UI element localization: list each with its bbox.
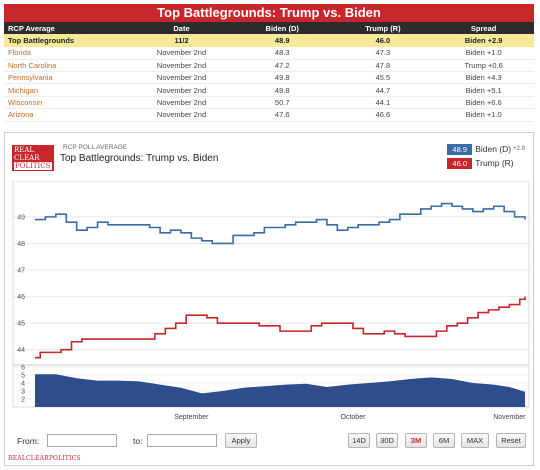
y-tick-label: 46: [17, 294, 25, 301]
state-date: November 2nd: [131, 59, 232, 73]
state-date: November 2nd: [131, 71, 232, 85]
range-14d-button[interactable]: 14D: [348, 433, 370, 448]
biden-line: [35, 202, 526, 245]
state-biden: 47.6: [231, 108, 333, 122]
y-tick-label: 48: [17, 241, 25, 248]
table-row: Arizona November 2nd 47.6 46.6 Biden +1.…: [4, 108, 534, 122]
legend-biden-label: Biden (D): [475, 144, 512, 154]
battleground-table: Top Battlegrounds: Trump vs. Biden RCP A…: [4, 4, 534, 122]
logo-line-2: CLEAR: [14, 154, 40, 162]
state-biden: 50.7: [231, 96, 333, 110]
spread-tick-label: 6: [21, 365, 25, 372]
state-name-link[interactable]: North Carolina: [4, 59, 132, 73]
table-row: Wisconsin November 2nd 50.7 44.1 Biden +…: [4, 96, 534, 110]
spread-tick-label: 5: [21, 373, 25, 380]
y-tick-label: 47: [17, 268, 25, 275]
state-date: November 2nd: [131, 108, 232, 122]
legend-trump-label: Trump (R): [475, 158, 514, 168]
state-date: November 2nd: [131, 83, 232, 97]
range-max-button[interactable]: MAX: [461, 433, 489, 448]
average-biden: 48.9: [231, 34, 333, 47]
spread-tick-label: 3: [21, 389, 25, 396]
header-date: Date: [131, 22, 232, 35]
to-date-input[interactable]: [147, 434, 217, 447]
average-trump: 46.0: [332, 34, 434, 47]
table-row: Florida November 2nd 48.3 47.3 Biden +1.…: [4, 46, 534, 60]
state-spread: Biden +1.0: [433, 46, 534, 60]
table-row: Pennsylvania November 2nd 49.8 45.5 Bide…: [4, 71, 534, 85]
table-header-row: RCP Average Date Biden (D) Trump (R) Spr…: [4, 22, 534, 35]
plot-frame: [12, 181, 530, 408]
range-6m-button[interactable]: 6M: [433, 433, 455, 448]
state-trump: 44.7: [332, 83, 434, 97]
reset-button[interactable]: Reset: [496, 433, 526, 448]
state-spread: Trump +0.6: [433, 59, 534, 73]
header-biden: Biden (D): [231, 22, 333, 35]
state-name-link[interactable]: Michigan: [4, 83, 132, 97]
apply-button[interactable]: Apply: [225, 433, 257, 448]
state-trump: 47.3: [332, 46, 434, 60]
chart-panel: REAL CLEAR POLITICS RCP POLL AVERAGE Top…: [4, 132, 534, 466]
average-date: 11/2: [131, 34, 232, 47]
table-row: North Carolina November 2nd 47.2 47.8 Tr…: [4, 59, 534, 73]
spread-area: [35, 374, 525, 407]
state-spread: Biden +6.6: [433, 96, 534, 110]
chart-title: Top Battlegrounds: Trump vs. Biden: [60, 153, 219, 164]
legend-trump[interactable]: 46.0 Trump (R): [447, 157, 525, 169]
spread-tick-label: 2: [21, 397, 25, 404]
state-name-link[interactable]: Wisconsin: [4, 96, 132, 110]
y-tick-label: 45: [17, 321, 25, 328]
from-date-input[interactable]: [47, 434, 117, 447]
rcp-logo: REAL CLEAR POLITICS: [12, 145, 54, 171]
legend-spread: +2.9: [513, 146, 525, 152]
range-30d-button[interactable]: 30D: [376, 433, 398, 448]
state-biden: 47.2: [231, 59, 333, 73]
logo-line-3: POLITICS: [14, 162, 52, 170]
state-name-link[interactable]: Pennsylvania: [4, 71, 132, 85]
average-spread: Biden +2.9: [433, 34, 534, 47]
y-tick-label: 49: [17, 214, 25, 221]
state-spread: Biden +5.1: [433, 83, 534, 97]
x-tick-label: September: [174, 414, 209, 421]
range-3m-button[interactable]: 3M: [405, 433, 427, 448]
state-biden: 49.8: [231, 71, 333, 85]
table-title: Top Battlegrounds: Trump vs. Biden: [4, 4, 534, 22]
to-label: to:: [133, 436, 143, 446]
legend-trump-value: 46.0: [447, 157, 473, 169]
x-tick-label: October: [341, 414, 367, 421]
state-name-link[interactable]: Florida: [4, 46, 132, 60]
logo-line-1: REAL: [14, 146, 35, 154]
polls-grid: RCP Average Date Biden (D) Trump (R) Spr…: [4, 22, 534, 122]
spread-tick-label: 4: [21, 381, 25, 388]
legend-biden-value: 48.9: [447, 143, 473, 155]
chart-subtitle: RCP POLL AVERAGE: [63, 144, 128, 151]
state-biden: 48.3: [231, 46, 333, 60]
state-name-link[interactable]: Arizona: [4, 108, 132, 122]
chart-controls: From: to: Apply 14D 30D 3M 6M MAX Reset: [17, 433, 527, 449]
state-spread: Biden +4.3: [433, 71, 534, 85]
y-tick-label: 44: [17, 347, 25, 354]
state-trump: 46.6: [332, 108, 434, 122]
legend-biden[interactable]: 48.9 Biden (D) +2.9: [447, 143, 525, 155]
chart-legend: 48.9 Biden (D) +2.9 46.0 Trump (R): [447, 143, 525, 171]
state-date: November 2nd: [131, 46, 232, 60]
header-spread: Spread: [433, 22, 534, 35]
average-row: Top Battlegrounds 11/2 48.9 46.0 Biden +…: [4, 34, 534, 47]
footer-brand: REALCLEARPOLITICS: [8, 455, 81, 462]
trump-line: [35, 296, 526, 359]
state-spread: Biden +1.0: [433, 108, 534, 122]
average-name: Top Battlegrounds: [4, 34, 132, 47]
from-label: From:: [17, 436, 40, 446]
x-tick-label: November: [493, 414, 526, 421]
header-trump: Trump (R): [332, 22, 434, 35]
table-row: Michigan November 2nd 49.8 44.7 Biden +5…: [4, 83, 534, 97]
state-trump: 47.8: [332, 59, 434, 73]
state-date: November 2nd: [131, 96, 232, 110]
state-trump: 45.5: [332, 71, 434, 85]
state-trump: 44.1: [332, 96, 434, 110]
header-rcp-average: RCP Average: [4, 22, 132, 35]
state-biden: 49.8: [231, 83, 333, 97]
